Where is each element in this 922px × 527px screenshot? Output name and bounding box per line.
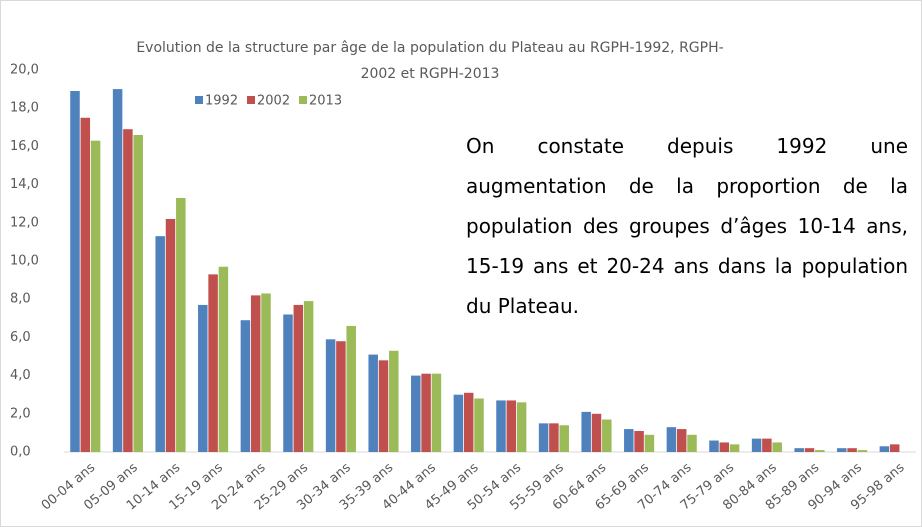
bar — [453, 394, 464, 452]
y-tick-label: 2,0 — [10, 406, 31, 421]
legend-label: 2013 — [309, 94, 342, 109]
bar — [709, 440, 719, 452]
bar — [538, 423, 549, 452]
y-tick-label: 16,0 — [10, 139, 39, 154]
bar — [847, 448, 857, 452]
bar — [123, 129, 133, 452]
bar — [474, 398, 484, 452]
bar — [218, 266, 229, 452]
y-tick-label: 20,0 — [10, 63, 39, 78]
bar — [879, 446, 890, 452]
legend-swatch — [299, 96, 307, 104]
legend-label: 1992 — [205, 94, 238, 109]
bar — [857, 450, 868, 452]
bar — [815, 450, 825, 452]
y-tick-label: 4,0 — [10, 368, 31, 383]
bar — [634, 430, 644, 452]
bar — [198, 304, 208, 452]
bar — [591, 413, 602, 452]
bar — [549, 423, 559, 452]
legend-label: 2002 — [257, 94, 290, 109]
bar — [208, 274, 218, 452]
bar — [496, 400, 506, 452]
y-tick-label: 18,0 — [10, 101, 39, 116]
bar — [581, 411, 591, 452]
y-tick-label: 14,0 — [10, 177, 39, 192]
bar — [889, 444, 900, 452]
chart-title: Evolution de la structure par âge de la … — [136, 40, 723, 56]
bar — [133, 134, 143, 452]
bar — [602, 419, 612, 452]
annotation: On constate depuis 1992 une augmentation… — [466, 134, 908, 318]
bar — [431, 373, 442, 452]
bar — [368, 354, 378, 452]
bar — [794, 448, 804, 452]
bar — [176, 197, 186, 452]
bar — [751, 438, 762, 452]
bar — [70, 91, 80, 452]
bar — [165, 218, 176, 452]
bar — [729, 444, 740, 452]
legend-swatch — [247, 96, 255, 104]
bar — [411, 375, 421, 452]
bar — [336, 341, 346, 452]
bar — [303, 301, 314, 452]
bar — [516, 402, 527, 452]
bar — [389, 350, 399, 452]
bar — [772, 442, 782, 452]
bar — [762, 438, 772, 452]
bar — [676, 429, 687, 452]
bar — [463, 392, 474, 452]
bar — [624, 429, 634, 452]
bar — [112, 89, 123, 452]
bar — [421, 373, 431, 452]
bar — [90, 140, 101, 453]
bar — [261, 293, 271, 452]
y-tick-label: 0,0 — [10, 445, 31, 460]
chart-title: 2002 et RGPH-2013 — [361, 66, 500, 82]
bar — [506, 400, 517, 452]
y-tick-label: 6,0 — [10, 330, 31, 345]
bar — [325, 339, 336, 452]
bar — [293, 304, 304, 452]
bar — [804, 448, 815, 452]
legend-swatch — [195, 96, 203, 104]
bar — [666, 427, 677, 452]
bar — [155, 236, 165, 452]
bar — [837, 448, 847, 452]
bar — [559, 425, 569, 452]
bar — [283, 314, 293, 452]
bar — [346, 325, 356, 452]
bar — [80, 117, 91, 452]
y-tick-label: 10,0 — [10, 254, 39, 269]
bar — [250, 295, 261, 452]
bar — [719, 442, 730, 452]
y-tick-label: 8,0 — [10, 292, 31, 307]
bar — [687, 434, 697, 452]
bar — [240, 320, 251, 452]
bar — [378, 360, 389, 452]
y-tick-label: 12,0 — [10, 215, 39, 230]
bar — [644, 434, 655, 452]
